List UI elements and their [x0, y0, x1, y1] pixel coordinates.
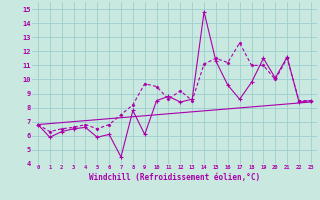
X-axis label: Windchill (Refroidissement éolien,°C): Windchill (Refroidissement éolien,°C): [89, 173, 260, 182]
